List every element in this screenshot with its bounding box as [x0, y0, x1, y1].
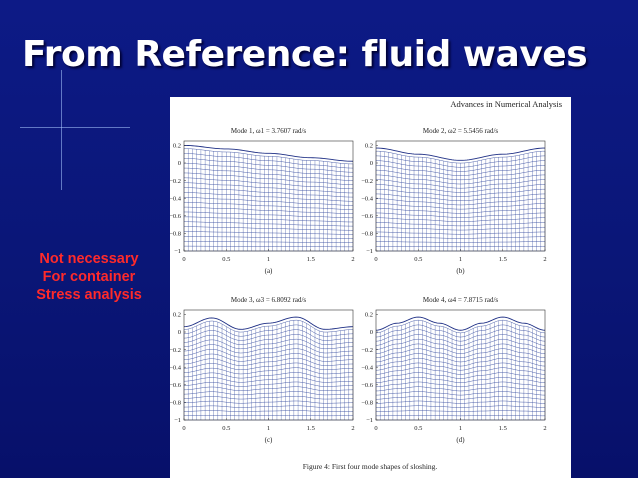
panel-title: Mode 2, ω2 = 5.5456 rad/s: [423, 127, 499, 135]
panel-label: (c): [265, 436, 273, 444]
y-tick-label: −0.4: [361, 195, 374, 202]
x-tick-label: 1: [267, 256, 270, 263]
free-surface-line: [183, 316, 354, 330]
x-tick-label: 2: [543, 425, 546, 432]
x-tick-label: 1: [459, 425, 462, 432]
mode-panel: Mode 1, ω1 = 3.7607 rad/s 0 0.5 1 1.5 2 0.2 0 −0…: [170, 127, 355, 275]
mesh-horizontal-line: [183, 319, 354, 333]
x-tick-label: 0.5: [222, 256, 230, 263]
y-tick-label: −0.8: [361, 400, 373, 407]
x-tick-label: 1.5: [499, 256, 507, 263]
mode-panel: Mode 4, ω4 = 7.8715 rad/s 0 0.5 1 1.5 2 0.2 0 −0…: [361, 296, 546, 444]
y-tick-label: 0: [370, 329, 373, 336]
free-surface-line: [375, 147, 546, 161]
mesh-horizontal-line: [375, 319, 546, 334]
figure-caption: Figure 4: First four mode shapes of slos…: [303, 462, 438, 471]
y-tick-label: −0.4: [361, 364, 374, 371]
y-tick-label: −1: [174, 417, 181, 424]
x-tick-label: 0: [182, 256, 185, 263]
panel-label: (b): [456, 267, 465, 275]
x-tick-label: 0: [182, 425, 185, 432]
x-tick-label: 2: [351, 256, 354, 263]
y-tick-label: 0.2: [365, 143, 373, 150]
y-tick-label: −0.2: [170, 347, 181, 354]
x-tick-label: 1.5: [307, 256, 315, 263]
x-tick-label: 2: [351, 425, 354, 432]
y-tick-label: −0.2: [361, 347, 373, 354]
x-tick-label: 0: [374, 256, 377, 263]
x-tick-label: 1.5: [307, 425, 315, 432]
y-tick-label: −1: [366, 248, 373, 255]
decorative-glow-horizontal: [20, 127, 130, 128]
y-tick-label: −0.8: [361, 231, 373, 238]
side-note-line: For container: [42, 269, 136, 285]
x-tick-label: 1.5: [499, 425, 507, 432]
panel-title: Mode 1, ω1 = 3.7607 rad/s: [231, 127, 307, 135]
y-tick-label: −0.6: [361, 382, 374, 389]
panel-label: (a): [265, 267, 273, 275]
panel-title: Mode 3, ω3 = 6.8092 rad/s: [231, 296, 307, 304]
y-tick-label: −0.4: [170, 364, 182, 371]
y-tick-label: −0.6: [170, 213, 182, 220]
journal-header: Advances in Numerical Analysis: [450, 99, 562, 109]
y-tick-label: −0.6: [361, 213, 374, 220]
y-tick-label: 0.2: [173, 143, 181, 150]
y-tick-label: 0.2: [365, 312, 373, 319]
mesh-horizontal-line: [183, 148, 354, 165]
x-tick-label: 0.5: [414, 256, 422, 263]
x-tick-label: 1: [459, 256, 462, 263]
y-tick-label: −1: [366, 417, 373, 424]
y-tick-label: −0.4: [170, 195, 182, 202]
side-note-line: Not necessary: [39, 251, 139, 267]
decorative-glow-vertical: [61, 70, 62, 190]
slide-title: From Reference: fluid waves: [22, 34, 588, 75]
side-note: Not necessary For container Stress analy…: [24, 250, 154, 304]
y-tick-label: 0.2: [173, 312, 181, 319]
x-tick-label: 2: [543, 256, 546, 263]
x-tick-label: 0.5: [222, 425, 230, 432]
mode-panel: Mode 2, ω2 = 5.5456 rad/s 0 0.5 1 1.5 2 0.2 0 −0…: [361, 127, 546, 275]
x-tick-label: 0.5: [414, 425, 422, 432]
y-tick-label: −0.8: [170, 400, 181, 407]
figure-canvas: Advances in Numerical Analysis Mode 1, ω…: [170, 99, 562, 471]
free-surface-line: [375, 316, 546, 331]
y-tick-label: −0.2: [361, 178, 373, 185]
y-tick-label: 0: [178, 329, 181, 336]
x-tick-label: 1: [267, 425, 270, 432]
panel-title: Mode 4, ω4 = 7.8715 rad/s: [423, 296, 499, 304]
y-tick-label: −1: [174, 248, 181, 255]
y-tick-label: −0.8: [170, 231, 181, 238]
free-surface-line: [183, 144, 354, 162]
y-tick-label: 0: [370, 160, 373, 167]
side-note-line: Stress analysis: [36, 287, 142, 303]
reference-figure: Advances in Numerical Analysis Mode 1, ω…: [170, 97, 571, 478]
panel-label: (d): [456, 436, 465, 444]
x-tick-label: 0: [374, 425, 377, 432]
y-tick-label: 0: [178, 160, 181, 167]
mode-panel: Mode 3, ω3 = 6.8092 rad/s 0 0.5 1 1.5 2 0.2 0 −0…: [170, 296, 355, 444]
y-tick-label: −0.2: [170, 178, 181, 185]
y-tick-label: −0.6: [170, 382, 182, 389]
